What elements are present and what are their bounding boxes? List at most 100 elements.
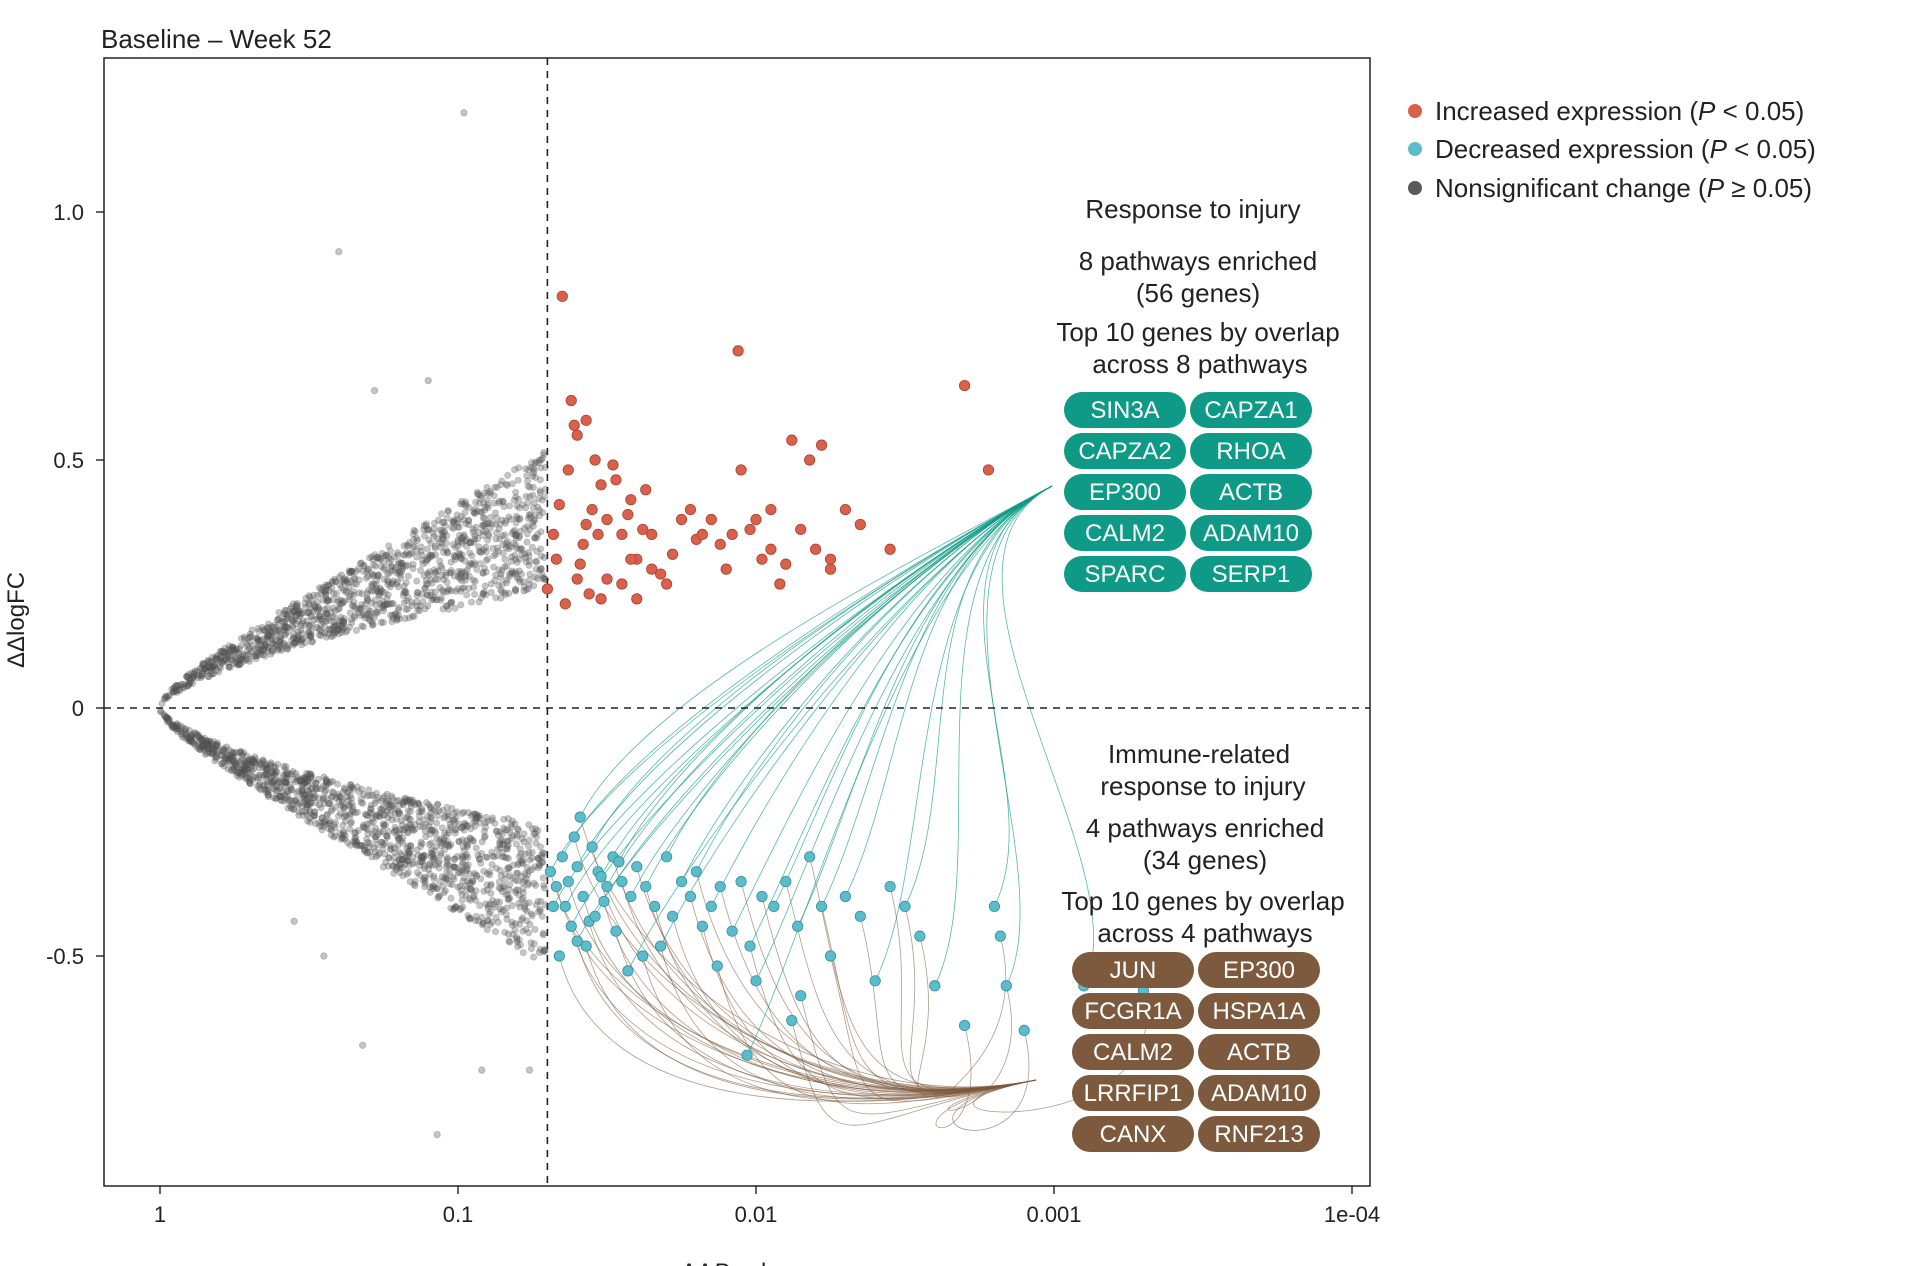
- nonsignificant-point: [197, 674, 205, 682]
- nonsignificant-point: [523, 538, 531, 546]
- nonsignificant-point: [425, 571, 433, 579]
- nonsignificant-point: [374, 571, 382, 579]
- nonsignificant-point: [534, 854, 542, 862]
- nonsignificant-point: [358, 601, 366, 609]
- nonsignificant-point: [524, 870, 532, 878]
- decreased-point: [780, 875, 792, 888]
- connection-line-response: [821, 485, 1053, 907]
- nonsignificant-point: [277, 778, 285, 786]
- connection-line-immune: [645, 886, 1037, 1092]
- nonsignificant-point: [298, 636, 306, 644]
- decreased-point: [690, 866, 703, 878]
- nonsignificant-point: [413, 577, 421, 585]
- nonsignificant-point: [485, 519, 493, 527]
- nonsignificant-point: [470, 538, 478, 546]
- nonsignificant-point: [168, 722, 176, 730]
- nonsignificant-point: [179, 730, 187, 738]
- nonsignificant-point: [359, 623, 367, 631]
- nonsignificant-point: [395, 615, 403, 623]
- nonsignificant-point: [290, 805, 298, 813]
- nonsignificant-point: [357, 559, 365, 567]
- nonsignificant-point: [210, 737, 218, 745]
- nonsignificant-point: [388, 599, 396, 607]
- nonsignificant-point: [481, 823, 489, 831]
- nonsignificant-point: [419, 598, 427, 606]
- nonsignificant-point: [512, 512, 520, 520]
- nonsignificant-point: [420, 571, 428, 579]
- nonsignificant-point: [258, 642, 266, 650]
- nonsignificant-point: [259, 651, 267, 659]
- nonsignificant-point: [374, 830, 382, 838]
- increased-point: [571, 429, 583, 441]
- nonsignificant-point: [334, 596, 342, 604]
- nonsignificant-point: [269, 767, 277, 775]
- nonsignificant-point: [388, 562, 396, 570]
- nonsignificant-point: [498, 853, 506, 861]
- nonsignificant-point: [490, 552, 498, 560]
- nonsignificant-point: [526, 493, 534, 501]
- nonsignificant-point: [306, 794, 314, 802]
- decreased-point: [696, 920, 708, 932]
- decreased-point: [610, 925, 622, 937]
- decreased-point: [744, 940, 756, 952]
- nonsignificant-point: [217, 664, 225, 672]
- decreased-point: [756, 890, 768, 903]
- decreased-point: [711, 960, 723, 972]
- nonsignificant-point: [383, 595, 391, 603]
- increased-point: [541, 583, 554, 595]
- nonsignificant-point: [227, 648, 235, 656]
- nonsignificant-point: [531, 573, 539, 581]
- nonsignificant-point: [306, 593, 314, 601]
- connection-line-immune: [935, 1025, 1037, 1129]
- nonsignificant-point: [460, 584, 468, 592]
- nonsignificant-point: [413, 598, 421, 606]
- nonsignificant-point: [335, 247, 343, 256]
- decreased-point: [553, 950, 565, 962]
- nonsignificant-point: [271, 787, 279, 795]
- nonsignificant-point: [409, 798, 417, 806]
- nonsignificant-point: [252, 655, 260, 663]
- nonsignificant-point: [260, 646, 268, 654]
- nonsignificant-point: [472, 814, 480, 822]
- nonsignificant-point: [445, 826, 453, 834]
- nonsignificant-point: [497, 586, 505, 594]
- nonsignificant-point: [536, 843, 544, 851]
- nonsignificant-point: [304, 609, 312, 617]
- nonsignificant-point: [308, 605, 316, 613]
- nonsignificant-point: [498, 567, 506, 575]
- nonsignificant-point: [265, 626, 273, 634]
- nonsignificant-point: [410, 526, 418, 534]
- nonsignificant-point: [336, 600, 344, 608]
- annotation-top-line: Top 10 genes by overlap: [1056, 317, 1339, 347]
- nonsignificant-point: [408, 549, 416, 557]
- nonsignificant-point: [316, 794, 324, 802]
- nonsignificant-point: [519, 949, 527, 957]
- connection-line-response: [618, 485, 1053, 862]
- nonsignificant-point: [512, 488, 520, 496]
- nonsignificant-point: [359, 799, 367, 807]
- nonsignificant-point: [331, 575, 339, 583]
- nonsignificant-point: [373, 586, 381, 594]
- nonsignificant-point: [483, 917, 491, 925]
- nonsignificant-point: [512, 568, 520, 576]
- nonsignificant-point: [284, 624, 292, 632]
- nonsignificant-point: [328, 788, 336, 796]
- nonsignificant-point: [284, 804, 292, 812]
- nonsignificant-point: [466, 896, 474, 904]
- increased-point: [616, 578, 628, 590]
- nonsignificant-point: [340, 619, 348, 627]
- gene-pill-label: EP300: [1223, 957, 1295, 984]
- nonsignificant-point: [454, 538, 462, 546]
- annotation-count-line: 4 pathways enriched: [1086, 813, 1324, 843]
- nonsignificant-point: [261, 641, 269, 649]
- nonsignificant-point: [267, 623, 275, 631]
- x-axis-title-suffix: value: [729, 1259, 793, 1266]
- nonsignificant-point: [404, 828, 412, 836]
- nonsignificant-point: [493, 898, 501, 906]
- nonsignificant-point: [519, 879, 527, 887]
- nonsignificant-point: [414, 799, 422, 807]
- connection-line-response: [660, 485, 1053, 947]
- increased-point: [595, 479, 607, 491]
- nonsignificant-point: [512, 541, 520, 549]
- nonsignificant-point: [232, 650, 240, 658]
